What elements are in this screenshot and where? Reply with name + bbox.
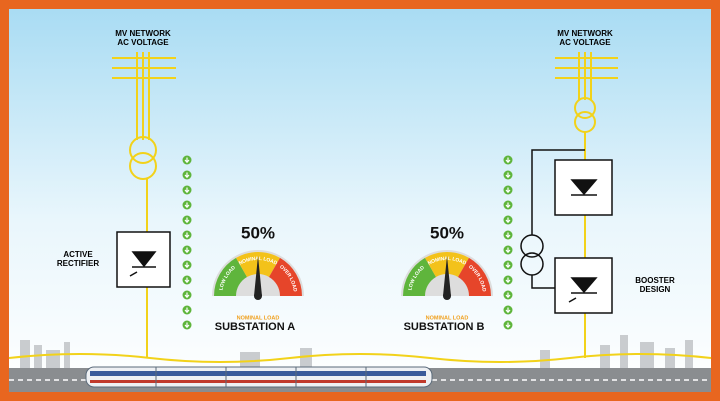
gauge-needle — [443, 256, 451, 296]
thyristor-symbol — [568, 179, 598, 303]
load-status: NOMINAL LOAD — [426, 315, 469, 321]
gauge-zone — [458, 257, 491, 296]
thyristor-symbol — [129, 251, 157, 277]
converter-label: DESIGN — [640, 285, 671, 294]
arrow-icon — [184, 262, 190, 269]
gauge-zone — [269, 257, 302, 296]
gauge-zone — [403, 257, 436, 296]
arrow-icon — [184, 307, 190, 314]
arrow-icon — [505, 262, 511, 269]
network-label: MV NETWORK — [557, 29, 613, 38]
arrow-icon — [505, 247, 511, 254]
arrow-icon — [505, 277, 511, 284]
arrow-icon — [505, 157, 511, 164]
arrow-icon — [184, 277, 190, 284]
train — [85, 366, 433, 388]
network-label: AC VOLTAGE — [559, 38, 611, 47]
arrow-icon — [184, 247, 190, 254]
arrow-icon — [184, 292, 190, 299]
arrow-icon — [505, 322, 511, 329]
arrow-icon — [505, 172, 511, 179]
converter-label: ACTIVE — [63, 250, 93, 259]
arrow-icon — [184, 322, 190, 329]
gauge-needle — [254, 256, 262, 296]
arrow-icon — [505, 217, 511, 224]
arrow-icon — [184, 217, 190, 224]
network-label: AC VOLTAGE — [117, 38, 169, 47]
arrow-icon — [505, 187, 511, 194]
load-percent: 50% — [430, 223, 464, 242]
booster-box — [554, 257, 613, 314]
arrow-icon — [505, 202, 511, 209]
arrow-icon — [184, 187, 190, 194]
arrow-icon — [184, 232, 190, 239]
load-percent: 50% — [241, 223, 275, 242]
flow-arrows — [182, 155, 513, 330]
arrow-icon — [505, 292, 511, 299]
city — [20, 335, 693, 370]
substation-name: SUBSTATION A — [215, 321, 296, 333]
booster-wiring — [520, 149, 585, 289]
substation-name: SUBSTATION B — [404, 321, 485, 333]
network-label: MV NETWORK — [115, 29, 171, 38]
arrow-icon — [184, 157, 190, 164]
arrow-icon — [184, 202, 190, 209]
arrow-icon — [184, 172, 190, 179]
load-status: NOMINAL LOAD — [237, 315, 280, 321]
needle-hub — [254, 292, 262, 300]
converter-label: RECTIFIER — [57, 259, 99, 268]
needle-hub — [443, 292, 451, 300]
converter-label: BOOSTER — [635, 276, 675, 285]
arrow-icon — [505, 232, 511, 239]
arrow-icon — [505, 307, 511, 314]
gauge-zone — [214, 257, 247, 296]
